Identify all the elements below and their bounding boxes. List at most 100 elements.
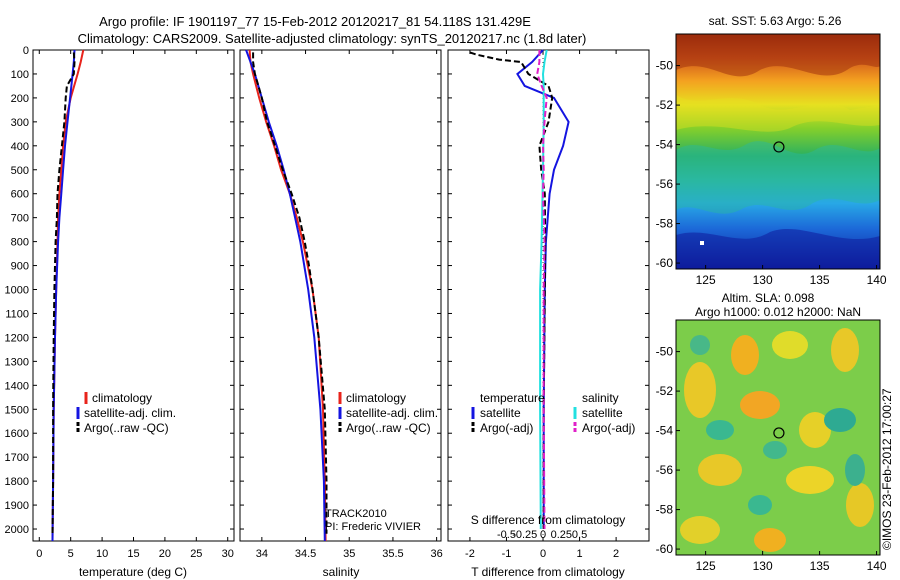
series-line	[248, 49, 327, 542]
legend-label-t-argo: Argo(-adj)	[480, 421, 533, 435]
x-tick-label: 35	[343, 548, 355, 560]
sla-axes: 125 130 135 140 -50 -52 -54 -56 -58 -60	[656, 345, 887, 573]
track-annotation: TRACK2010	[325, 508, 387, 520]
legend-label-argo: Argo(..raw -QC)	[346, 421, 431, 435]
map-x-tick-label: 135	[810, 559, 830, 573]
x-tick-label: 10	[96, 548, 108, 560]
series-line	[51, 52, 76, 534]
x2-tick-label: 0.25	[551, 529, 572, 541]
sla-frame	[675, 319, 881, 556]
x2-tick-label: 0.5	[572, 529, 587, 541]
depth-tick-label: 500	[11, 165, 29, 177]
depth-tick-label: 300	[11, 117, 29, 129]
map-y-tick-label: -58	[656, 217, 674, 231]
argo-location-marker	[773, 427, 785, 439]
x-tick-label: 0	[540, 548, 546, 560]
x-tick-label: -2	[465, 548, 475, 560]
map-y-tick-label: -50	[656, 345, 674, 359]
map-x-tick-label: 135	[810, 273, 830, 287]
title-line-1: Argo profile: IF 1901197_77 15-Feb-2012 …	[99, 14, 531, 29]
sst-title: sat. SST: 5.63 Argo: 5.26	[709, 14, 842, 28]
depth-axis: 0 100 200 300 400 500 600 700 800 900 1000 1100 1200…	[5, 45, 649, 536]
depth-tick-label: 0	[23, 45, 29, 57]
depth-tick-label: 1500	[5, 404, 29, 416]
legend-label-satellite: satellite-adj. clim.	[346, 406, 438, 420]
map-y-tick-label: -60	[656, 256, 674, 270]
legend-label-argo: Argo(..raw -QC)	[84, 421, 169, 435]
map-y-tick-label: -56	[656, 177, 674, 191]
x-tick-label: 1	[577, 548, 583, 560]
depth-tick-label: 1400	[5, 380, 29, 392]
pi-annotation: PI: Frederic VIVIER	[325, 521, 421, 533]
map-y-tick-label: -54	[656, 138, 674, 152]
x-tick-label: 34	[256, 548, 268, 560]
map-x-tick-label: 125	[696, 273, 716, 287]
series-line	[252, 52, 328, 534]
salinity-xlabel: salinity	[323, 565, 360, 579]
map-y-tick-label: -52	[656, 384, 674, 398]
sla-heatmap	[676, 320, 880, 555]
imos-stamp: ©IMOS 23-Feb-2012 17:00:27	[880, 388, 894, 550]
s-difference-label: S difference from climatology	[471, 513, 626, 527]
x-tick-label: 34.5	[295, 548, 316, 560]
depth-tick-label: 2000	[5, 524, 29, 536]
depth-tick-label: 200	[11, 93, 29, 105]
x-tick-label: -1	[502, 548, 512, 560]
depth-tick-label: 1300	[5, 356, 29, 368]
depth-tick-label: 700	[11, 213, 29, 225]
map-y-tick-label: -60	[656, 542, 674, 556]
depth-tick-label: 1800	[5, 476, 29, 488]
depth-tick-label: 1100	[5, 308, 29, 320]
difference-panel	[447, 49, 650, 542]
sla-subtitle: Argo h1000: 0.012 h2000: NaN	[695, 305, 861, 319]
difference-legend: temperature salinity satellite Argo(-adj…	[471, 391, 635, 435]
sst-axes: 125 130 135 140 -50 -52 -54 -56 -58 -60	[656, 59, 887, 287]
map-x-tick-label: 125	[696, 559, 716, 573]
legend-group-temperature: temperature	[480, 391, 545, 405]
x-tick-label: 35.5	[382, 548, 403, 560]
sla-title: Altim. SLA: 0.098	[722, 291, 815, 305]
x-tick-label: 25	[190, 548, 202, 560]
map-y-tick-label: -58	[656, 503, 674, 517]
depth-tick-label: 1000	[5, 285, 29, 297]
legend-label-t-satellite: satellite	[480, 406, 521, 420]
legend-label-climatology: climatology	[346, 391, 406, 405]
map-y-tick-label: -50	[656, 59, 674, 73]
sst-frame	[675, 33, 881, 270]
map-x-tick-label: 130	[753, 273, 773, 287]
salinity-legend: climatology satellite-adj. clim. Argo(..…	[338, 391, 438, 435]
depth-tick-label: 1600	[5, 428, 29, 440]
x-tick-label: 5	[68, 548, 74, 560]
map-y-tick-label: -56	[656, 463, 674, 477]
argo-location-marker	[773, 141, 785, 153]
x2-tick-label: -0.5	[497, 529, 516, 541]
map-x-tick-label: 140	[867, 559, 887, 573]
x-tick-label: 30	[222, 548, 234, 560]
legend-label-s-satellite: satellite	[582, 406, 623, 420]
x-tick-label: 2	[613, 548, 619, 560]
depth-tick-label: 1200	[5, 332, 29, 344]
temperature-panel	[32, 49, 235, 542]
map-x-tick-label: 140	[867, 273, 887, 287]
t-difference-label: T difference from climatology	[471, 565, 625, 579]
depth-tick-label: 800	[11, 237, 29, 249]
legend-group-salinity: salinity	[582, 391, 619, 405]
x-tick-label: 20	[159, 548, 171, 560]
salinity-chart: 34 34.5 35 35.5 36	[245, 49, 443, 560]
x2-tick-label: -0.25	[512, 529, 537, 541]
map-y-tick-label: -52	[656, 98, 674, 112]
map-y-tick-label: -54	[656, 424, 674, 438]
x-tick-label: 15	[127, 548, 139, 560]
legend-label-satellite: satellite-adj. clim.	[84, 406, 176, 420]
x-tick-label: 0	[36, 548, 42, 560]
x-tick-label: 36	[431, 548, 443, 560]
depth-tick-label: 900	[11, 261, 29, 273]
legend-label-s-argo: Argo(-adj)	[582, 421, 635, 435]
temperature-legend: climatology satellite-adj. clim. Argo(..…	[76, 391, 176, 435]
temperature-xlabel: temperature (deg C)	[79, 565, 187, 579]
title-line-2: Climatology: CARS2009. Satellite-adjuste…	[78, 31, 587, 46]
map-x-tick-label: 130	[753, 559, 773, 573]
salinity-panel	[239, 49, 442, 542]
legend-label-climatology: climatology	[92, 391, 152, 405]
